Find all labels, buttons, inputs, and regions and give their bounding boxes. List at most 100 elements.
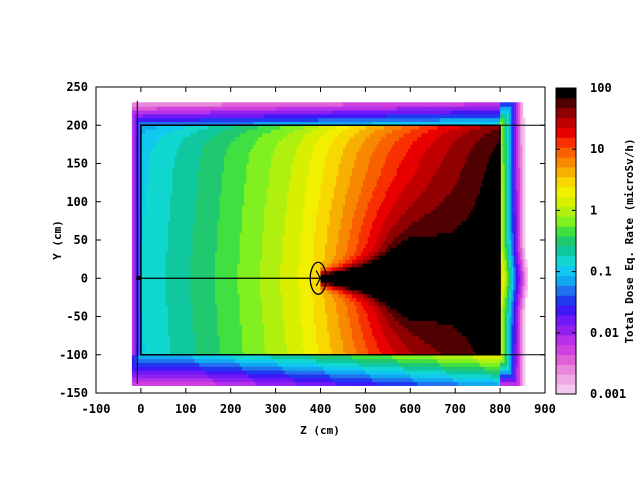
heatmap-cell — [257, 209, 261, 214]
heatmap-cell — [275, 305, 279, 310]
heatmap-cell — [152, 163, 155, 168]
heatmap-cell — [232, 152, 236, 157]
heatmap-cell — [199, 224, 203, 230]
heatmap-cell — [253, 316, 256, 321]
heatmap-cell — [149, 197, 153, 203]
heatmap-cell — [226, 301, 230, 306]
heatmap-cell — [221, 102, 225, 107]
heatmap-cell — [277, 297, 281, 302]
heatmap-cell — [241, 370, 245, 375]
heatmap-cell — [208, 358, 212, 363]
heatmap-cell — [194, 243, 198, 249]
heatmap-cell — [241, 190, 245, 195]
heatmap-cell — [165, 285, 169, 291]
heatmap-cell — [201, 259, 205, 264]
heatmap-cell — [237, 312, 241, 318]
heatmap-cell — [185, 163, 189, 168]
heatmap-cell — [176, 305, 180, 310]
heatmap-cell — [134, 236, 138, 241]
heatmap-cell — [219, 301, 223, 306]
heatmap-cell — [136, 278, 140, 283]
heatmap-cell — [154, 350, 158, 356]
heatmap-cell — [235, 305, 239, 310]
heatmap-cell — [188, 259, 191, 264]
heatmap-cell — [239, 301, 243, 306]
heatmap-cell — [163, 174, 167, 180]
heatmap-cell — [212, 247, 216, 253]
heatmap-cell — [230, 171, 234, 176]
heatmap-cell — [246, 167, 250, 172]
heatmap-cell — [131, 381, 135, 386]
heatmap-cell — [138, 366, 142, 371]
heatmap-cell — [273, 251, 277, 256]
heatmap-cell — [194, 274, 198, 279]
heatmap-cell — [221, 255, 225, 260]
heatmap-cell — [154, 270, 158, 276]
heatmap-cell — [161, 347, 164, 352]
heatmap-cell — [206, 381, 209, 386]
heatmap-cell — [156, 236, 160, 241]
heatmap-cell — [140, 354, 144, 360]
heatmap-cell — [190, 132, 194, 138]
heatmap-cell — [239, 209, 243, 214]
heatmap-cell — [163, 358, 167, 363]
heatmap-cell — [214, 305, 218, 310]
heatmap-cell — [232, 358, 236, 363]
heatmap-cell — [262, 335, 265, 341]
heatmap-cell — [140, 366, 144, 371]
heatmap-cell — [197, 117, 200, 123]
heatmap-cell — [230, 247, 234, 253]
heatmap-cell — [156, 262, 160, 268]
heatmap-cell — [259, 148, 263, 153]
heatmap-cell — [257, 255, 261, 260]
heatmap-cell — [271, 347, 274, 352]
heatmap-cell — [158, 266, 162, 272]
heatmap-cell — [131, 205, 135, 210]
heatmap-cell — [237, 155, 241, 161]
heatmap-cell — [259, 178, 263, 184]
heatmap-cell — [167, 113, 171, 119]
heatmap-cell — [158, 224, 162, 230]
heatmap-cell — [165, 205, 169, 210]
heatmap-cell — [277, 262, 281, 268]
heatmap-cell — [136, 155, 140, 161]
heatmap-cell — [140, 274, 144, 279]
heatmap-cell — [147, 125, 151, 130]
heatmap-cell — [143, 297, 146, 302]
heatmap-cell — [152, 132, 155, 138]
heatmap-cell — [208, 129, 212, 134]
heatmap-cell — [217, 106, 221, 111]
heatmap-cell — [206, 125, 209, 130]
heatmap-cell — [277, 366, 281, 371]
heatmap-cell — [145, 232, 149, 237]
heatmap-cell — [140, 171, 144, 176]
heatmap-cell — [203, 236, 207, 241]
heatmap-cell — [280, 366, 283, 371]
heatmap-cell — [143, 370, 146, 375]
heatmap-cell — [165, 201, 169, 207]
heatmap-cell — [239, 159, 243, 165]
heatmap-cell — [264, 186, 268, 191]
heatmap-cell — [232, 293, 236, 298]
heatmap-cell — [201, 220, 205, 226]
heatmap-cell — [228, 117, 232, 123]
heatmap-cell — [138, 144, 142, 149]
heatmap-cell — [136, 293, 140, 298]
heatmap-cell — [174, 171, 178, 176]
heatmap-cell — [266, 331, 270, 337]
heatmap-cell — [156, 217, 160, 222]
heatmap-cell — [181, 194, 185, 199]
heatmap-cell — [199, 343, 203, 348]
heatmap-cell — [239, 194, 243, 199]
heatmap-cell — [262, 274, 265, 279]
heatmap-cell — [174, 362, 178, 367]
heatmap-cell — [190, 308, 194, 314]
heatmap-cell — [237, 262, 241, 268]
heatmap-cell — [154, 358, 158, 363]
heatmap-cell — [268, 155, 272, 161]
heatmap-cell — [174, 285, 178, 291]
heatmap-cell — [230, 327, 234, 333]
heatmap-cell — [147, 358, 151, 363]
heatmap-cell — [212, 167, 216, 172]
heatmap-cell — [140, 266, 144, 272]
